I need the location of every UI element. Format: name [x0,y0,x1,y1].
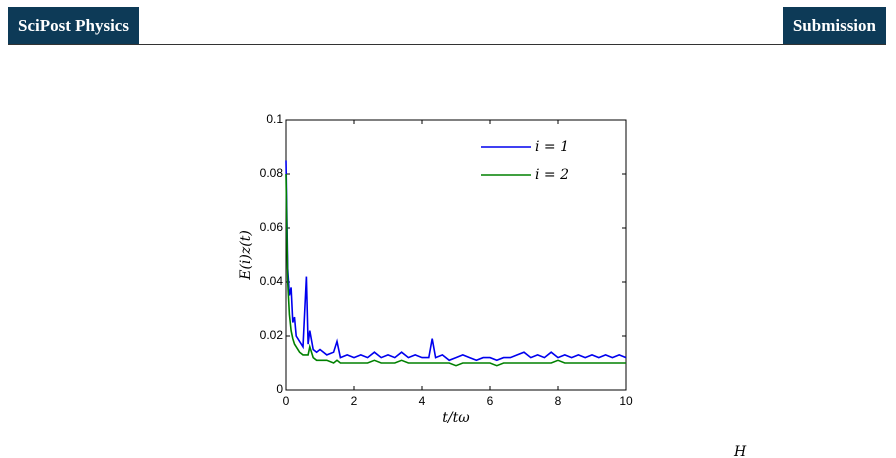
x-tick-label: 10 [619,394,633,408]
header-rule [8,44,886,45]
y-tick-label: 0.1 [266,112,283,126]
x-tick-label: 6 [487,394,494,408]
legend-label: i = 1 [535,139,569,155]
y-tick-label: 0.04 [260,274,284,288]
x-tick-label: 4 [419,394,426,408]
x-tick-label: 0 [283,394,290,408]
series-line [285,160,627,362]
y-tick-label: 0.06 [260,220,284,234]
y-tick-label: 0.02 [260,328,284,342]
x-tick-label: 2 [351,394,358,408]
y-tick-label: 0.08 [260,166,284,180]
y-tick-label: 0 [276,382,283,396]
series-line [285,173,626,367]
journal-badge: SciPost Physics [8,7,139,44]
legend-label: i = 2 [535,167,569,183]
x-axis-label: t/tω [442,410,470,426]
status-badge: Submission [782,7,886,44]
x-tick-label: 8 [555,394,562,408]
caption-fragment: H [733,444,747,458]
y-axis-label: E(i)z(t) [238,230,254,281]
plot-frame [285,119,627,391]
